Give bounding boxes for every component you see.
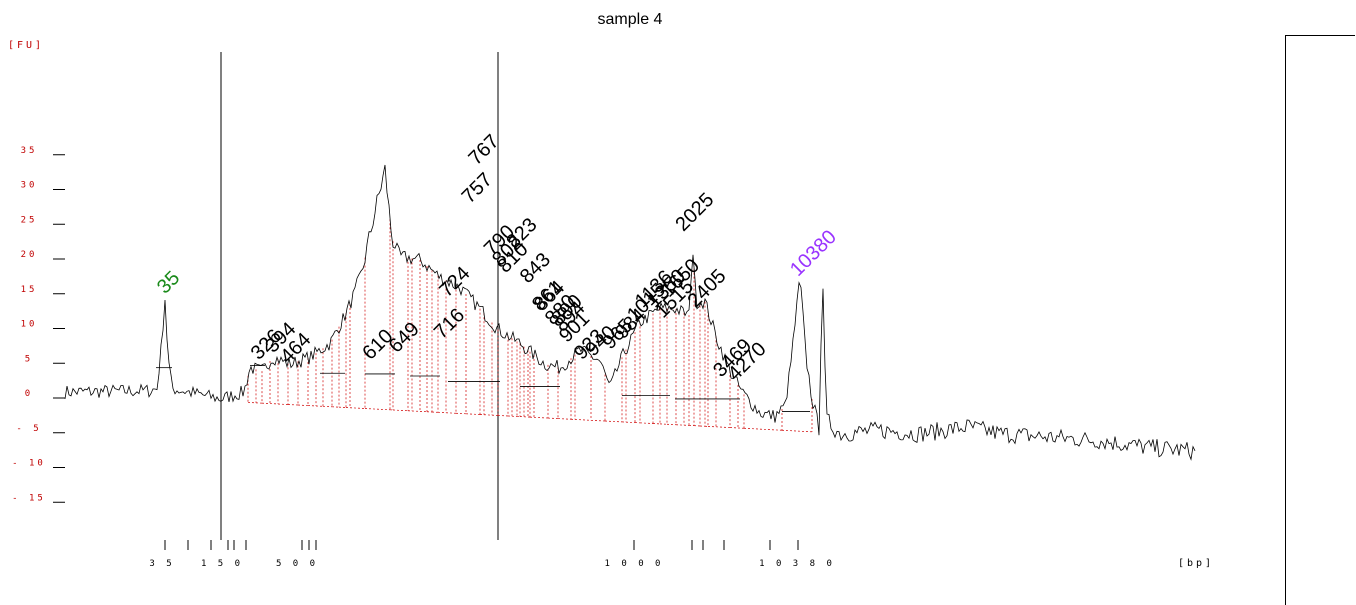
x-tick-label: 1 0 3 8 0 — [759, 559, 835, 569]
x-tick-label: 3 5 — [149, 559, 174, 569]
chart-structure — [220, 52, 499, 540]
peak-baseline — [445, 412, 457, 414]
y-tick-label: 35 — [21, 146, 38, 156]
axis-ticks: 35 30 25 20 15 10 5 0 - 5 - 10 - 15 3 5 1 5 0 5 0 0 1 … — [12, 146, 835, 569]
peak-baseline — [364, 408, 391, 411]
x-tick-label: 5 0 0 — [276, 559, 318, 569]
peak-size-label: 716 — [430, 304, 469, 343]
peak-baseline — [277, 403, 289, 405]
y-tick-label: 15 — [21, 285, 38, 295]
signal-trace — [64, 164, 1196, 461]
x-axis-unit-label: [bp] — [1178, 558, 1214, 569]
peak-baseline — [455, 412, 467, 415]
peak-baseline — [547, 417, 559, 419]
peak-baseline — [781, 429, 813, 433]
peak-baseline — [392, 409, 409, 412]
peak-baseline — [557, 418, 572, 420]
peak-baseline — [715, 426, 731, 428]
side-panel — [1285, 35, 1355, 605]
signal-trace-group — [64, 164, 1196, 461]
peak-size-label: 2025 — [671, 189, 718, 236]
peak-size-label: 724 — [435, 263, 474, 302]
peak-baseline — [349, 407, 366, 409]
peak-size-label: 10380 — [786, 226, 841, 281]
x-tick-label: 1 5 0 — [201, 559, 243, 569]
peak-areas — [156, 219, 813, 433]
peak-baseline — [497, 415, 509, 417]
y-tick-label: - 15 — [12, 493, 46, 503]
peak-baseline — [574, 419, 592, 421]
peak-baseline — [297, 404, 309, 406]
peak-size-label: 649 — [385, 318, 424, 357]
y-tick-label: - 10 — [12, 459, 46, 469]
peak-baseline — [533, 416, 549, 419]
x-tick-label: 1 0 0 0 — [605, 559, 664, 569]
y-axis-unit-label: [FU] — [8, 40, 44, 51]
y-tick-label: - 5 — [16, 424, 41, 434]
y-tick-label: 25 — [21, 215, 38, 225]
y-tick-label: 30 — [21, 181, 38, 191]
peak-size-label: 757 — [458, 169, 497, 208]
peak-baseline — [590, 419, 606, 422]
y-tick-label: 5 — [25, 354, 33, 364]
y-tick-label: 20 — [21, 250, 38, 260]
y-tick-label: 0 — [25, 389, 33, 399]
peak-baseline — [287, 404, 299, 406]
peak-baseline — [743, 427, 783, 431]
peak-baseline — [465, 413, 481, 415]
peak-baseline — [639, 422, 654, 424]
chart-title: sample 4 — [598, 11, 663, 28]
peak-size-label: 35 — [153, 267, 184, 298]
y-tick-label: 10 — [21, 320, 38, 330]
peak-baseline — [604, 420, 623, 423]
